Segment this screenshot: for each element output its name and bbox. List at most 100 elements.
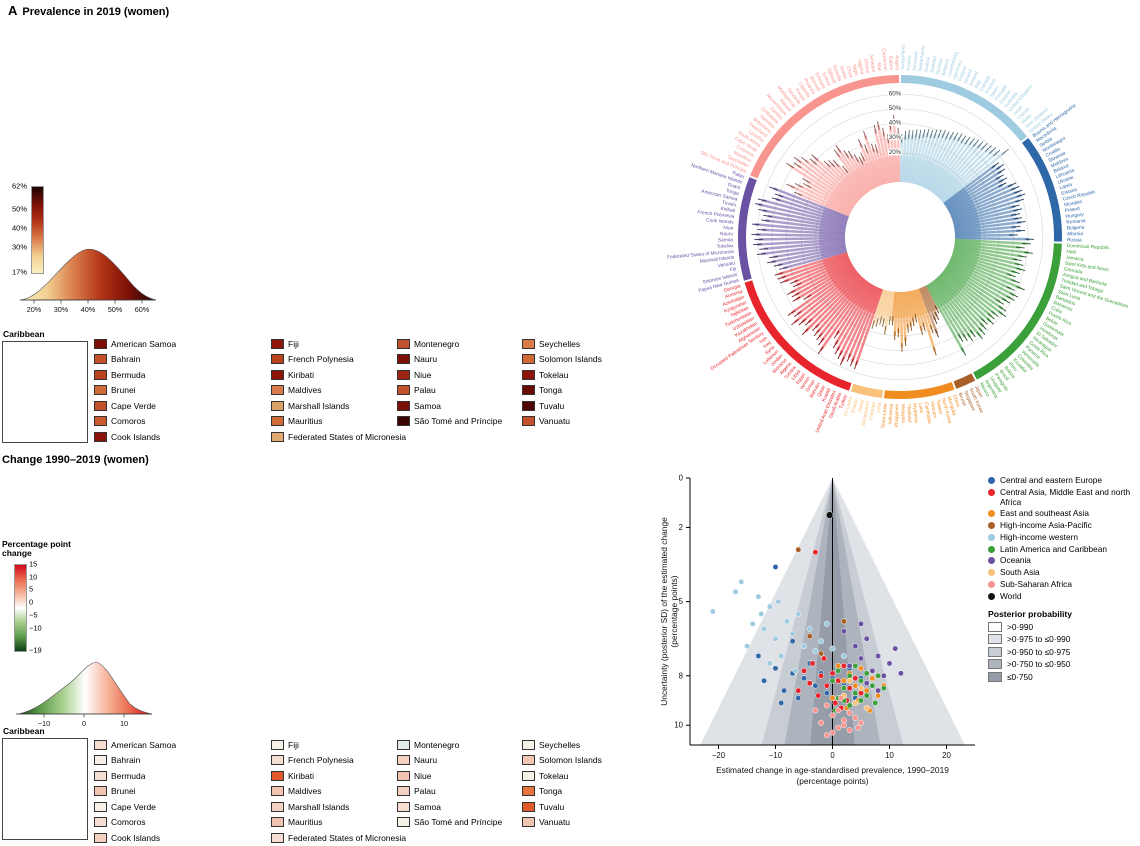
posterior-probability-item: >0·950 to ≤0·975 (988, 647, 1140, 657)
island-legend-item: Palau (397, 383, 522, 399)
island-legend-item: São Tomé and Príncipe (397, 815, 522, 831)
y-tick-label: 0 (679, 474, 684, 483)
radial-error-bar (836, 145, 841, 152)
scatter-point-central-asia-middle-east-and-north-africa (813, 549, 818, 554)
country-label: Russia (1067, 237, 1082, 243)
island-legend-item: Tuvalu (522, 799, 639, 815)
radial-bar (759, 238, 845, 240)
radial-error-bar (1002, 298, 1010, 303)
scatter-point-sub-saharan-africa (830, 713, 835, 718)
radial-error-bar (961, 348, 965, 356)
radial-error-bar (998, 169, 1005, 174)
caribbean-inset-b (2, 738, 88, 840)
island-label: Kiribati (288, 370, 314, 380)
scatter-point-high-income-western (744, 643, 749, 648)
radial-error-bar (819, 338, 824, 345)
radial-error-bar (833, 341, 838, 349)
panel-a-title: Prevalence in 2019 (women) (22, 6, 169, 18)
scatter-point-sub-saharan-africa (818, 720, 823, 725)
island-color-swatch (271, 385, 284, 395)
scatter-point-east-and-southeast-asia (836, 663, 841, 668)
island-color-swatch (522, 755, 535, 765)
island-color-swatch (94, 771, 107, 781)
x-tick-label: −10 (769, 751, 783, 760)
scatter-point-oceania (847, 663, 852, 668)
island-label: Maldives (288, 786, 322, 796)
radial-error-bar (802, 329, 808, 335)
funnel-legend-item: Central Asia, Middle East and north Afri… (988, 488, 1140, 508)
scatter-point-oceania (853, 643, 858, 648)
scatter-point-latin-america-and-caribbean (836, 668, 841, 673)
island-label: Nauru (414, 354, 437, 364)
island-legend-item: Bermuda (94, 367, 271, 383)
scatter-point-sub-saharan-africa (824, 703, 829, 708)
scatter-point-central-and-eastern-europe (781, 688, 786, 693)
island-color-swatch (397, 740, 410, 750)
x-tick-label: 20 (942, 751, 951, 760)
scatter-point-oceania (875, 653, 880, 658)
scatter-point-high-income-western (824, 621, 829, 626)
funnel-legend-item: High-income western (988, 533, 1140, 543)
scatter-point-high-income-western (801, 643, 806, 648)
island-legend-item: Marshall Islands (271, 398, 397, 414)
island-label: Niue (414, 370, 431, 380)
scatter-point-latin-america-and-caribbean (841, 685, 846, 690)
scatter-point-high-income-western (767, 661, 772, 666)
region-ring-arc (742, 179, 753, 280)
island-legend-item: Tonga (522, 383, 639, 399)
y-tick-label: 2 (679, 523, 683, 532)
caribbean-inset-title-a: Caribbean (3, 329, 45, 339)
scatter-point-high-income-asia-pacific (796, 547, 801, 552)
scatter-point-high-income-asia-pacific (807, 634, 812, 639)
region-dot-icon (988, 546, 995, 553)
panel-a-letter: A (8, 3, 17, 18)
funnel-legend-item: East and southeast Asia (988, 509, 1140, 519)
radial-error-bar (999, 306, 1006, 311)
y-tick-label: 10 (674, 721, 683, 730)
x-tick-label: −20 (712, 751, 726, 760)
posterior-probability-item: ≤0·750 (988, 672, 1140, 682)
island-label: Marshall Islands (288, 802, 349, 812)
scatter-point-central-and-eastern-europe (790, 638, 795, 643)
posterior-probability-item: >0·750 to ≤0·950 (988, 659, 1140, 669)
posterior-label: >0·990 (1007, 622, 1033, 632)
density-tick-label: 50% (108, 305, 123, 314)
scatter-point-central-and-eastern-europe (824, 690, 829, 695)
island-label: French Polynesia (288, 354, 354, 364)
country-label: Niue (723, 225, 733, 232)
prevalence-density-plot: 20%30%40%50%60% (12, 238, 162, 320)
country-label: Indonesia (887, 403, 894, 424)
scatter-point-latin-america-and-caribbean (881, 685, 886, 690)
island-color-swatch (397, 786, 410, 796)
radial-error-bar (786, 163, 793, 168)
island-color-swatch (94, 339, 107, 349)
scatter-point-central-and-eastern-europe (796, 695, 801, 700)
funnel-legend-item: High-income Asia-Pacific (988, 521, 1140, 531)
country-label: Mali (875, 62, 882, 71)
island-legend-item: Brunei (94, 383, 271, 399)
region-dot-icon (988, 534, 995, 541)
funnel-legend-item: Sub-Saharan Africa (988, 580, 1140, 590)
island-legend-item: Maldives (271, 383, 397, 399)
island-color-swatch (522, 339, 535, 349)
island-legend-item: American Samoa (94, 336, 271, 352)
island-label: Seychelles (539, 339, 580, 349)
island-label: Mauritius (288, 817, 322, 827)
scatter-point-high-income-western (790, 631, 795, 636)
island-label: São Tomé and Príncipe (414, 416, 502, 426)
scatter-point-central-and-eastern-europe (773, 666, 778, 671)
region-ring-arc (884, 386, 953, 395)
y-axis-title-group: Uncertainty (posterior SD) of the estima… (659, 517, 679, 706)
island-color-swatch (94, 432, 107, 442)
island-legend-item: Kiribati (271, 367, 397, 383)
island-legend-item: Mauritius (271, 815, 397, 831)
scatter-point-latin-america-and-caribbean (864, 671, 869, 676)
y-axis-title: Uncertainty (posterior SD) of the estima… (659, 517, 669, 706)
x-axis-title-line2: (percentage points) (796, 776, 868, 786)
country-label: Samoa (718, 237, 734, 243)
y-tick-label: 8 (679, 671, 683, 680)
island-label: Palau (414, 786, 436, 796)
